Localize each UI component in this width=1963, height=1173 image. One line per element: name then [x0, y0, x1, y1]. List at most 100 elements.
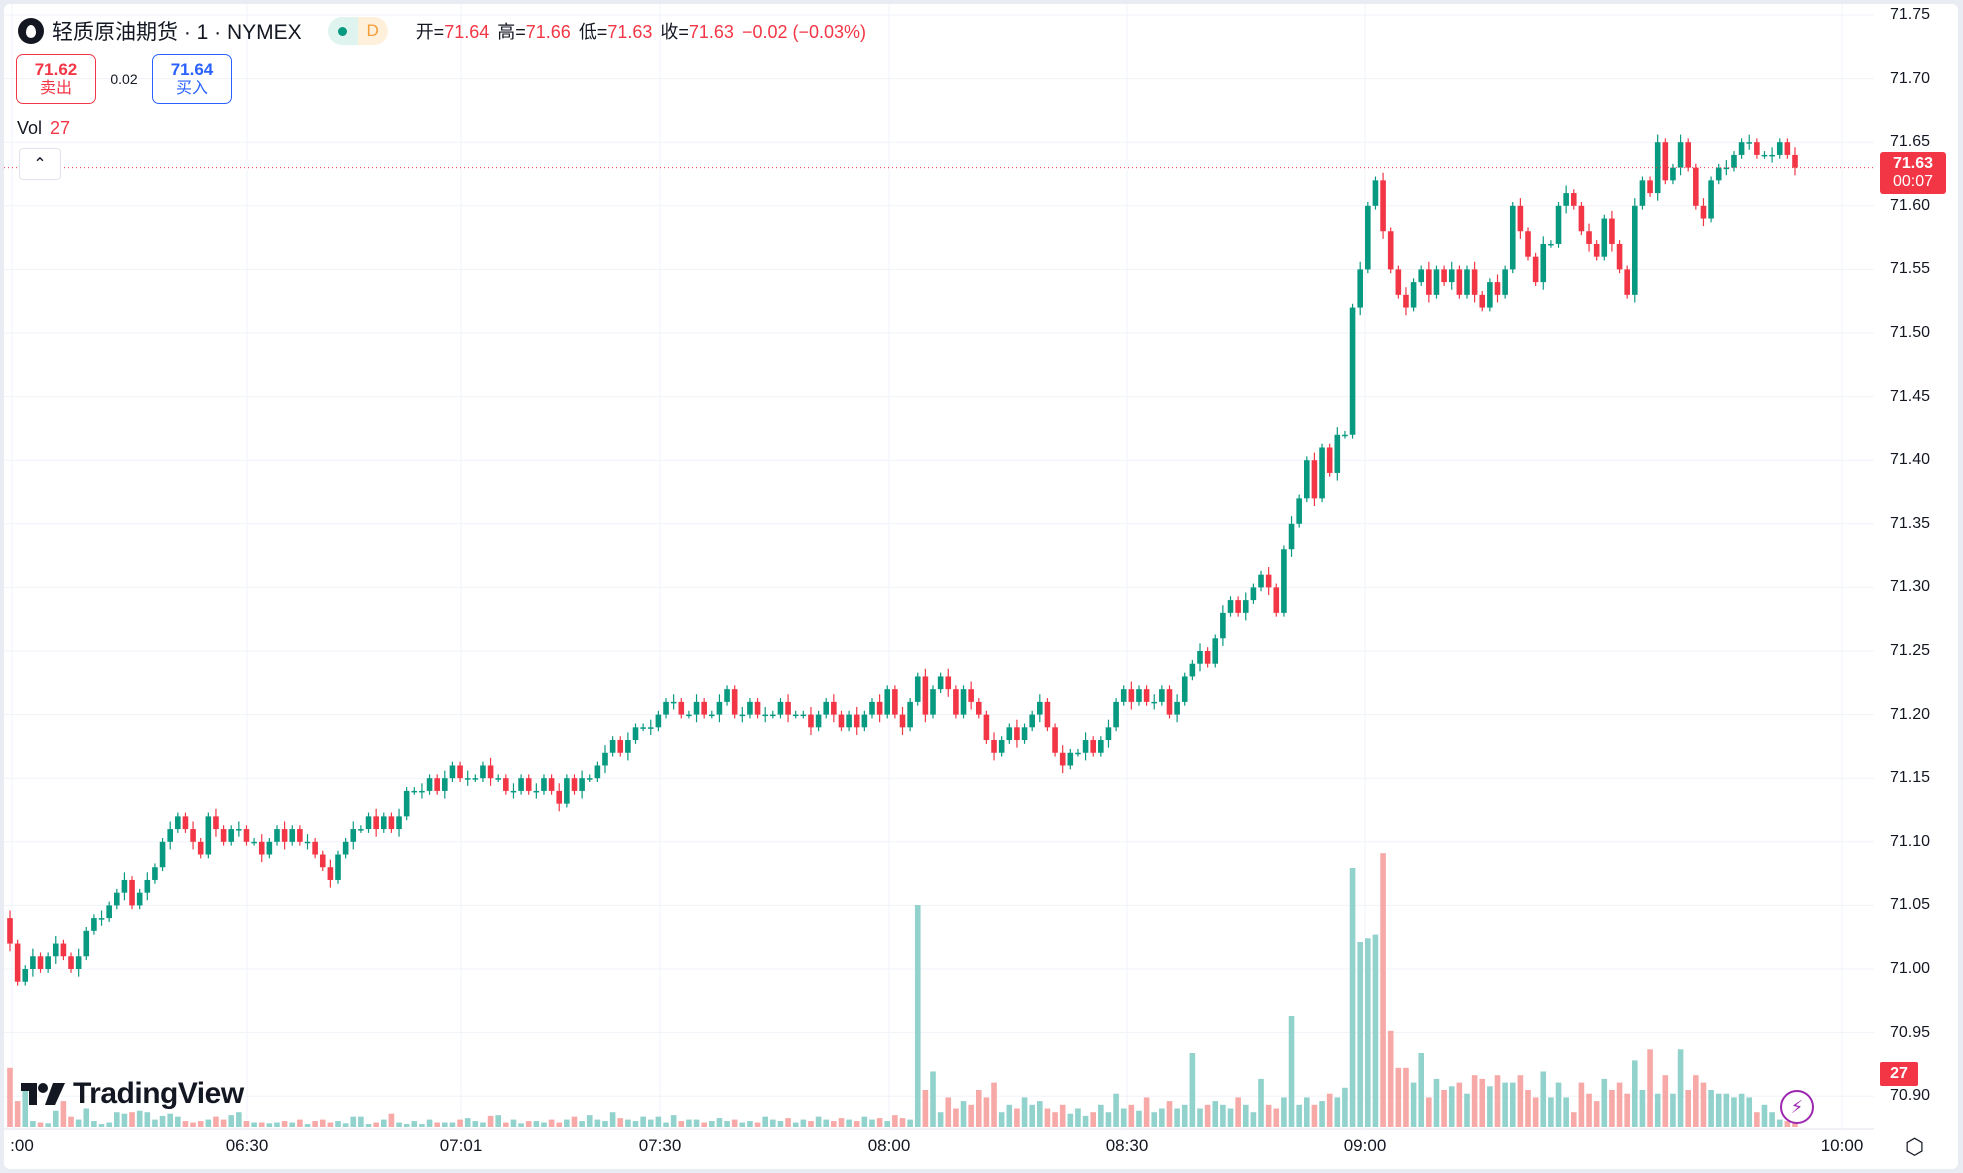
candle-body [1197, 651, 1203, 664]
symbol-title[interactable]: 轻质原油期货 · 1 · NYMEX [52, 21, 302, 44]
candle [1204, 647, 1211, 668]
volume-bar [647, 1119, 654, 1127]
candle-body [1769, 154, 1775, 157]
candle-body [1601, 218, 1608, 257]
candle [556, 783, 563, 812]
candle [1212, 634, 1219, 668]
candle-body [274, 829, 280, 842]
volume-bar [1181, 1104, 1188, 1127]
candle [167, 821, 173, 850]
volume-bar [1784, 1121, 1791, 1127]
candle [1532, 252, 1539, 286]
candle-body [1647, 180, 1653, 194]
volume-bar [449, 1122, 456, 1127]
candle-body [983, 714, 990, 741]
volume-bar [907, 1119, 913, 1127]
grid [4, 4, 1874, 1129]
volume-bar [747, 1121, 753, 1127]
candle [503, 774, 509, 795]
volume-bar [609, 1112, 616, 1127]
price-tick-label: 71.10 [1890, 832, 1931, 850]
candle [1540, 236, 1547, 290]
candle-body [571, 778, 578, 791]
candle [22, 965, 29, 986]
candle-body [396, 816, 402, 830]
volume-bar [365, 1124, 372, 1127]
tradingview-logo[interactable]: TradingView [21, 1077, 244, 1111]
time-tick-label: 08:30 [1105, 1136, 1149, 1155]
candle [98, 910, 105, 926]
volume-bar [1624, 1093, 1630, 1127]
volume-bar [823, 1119, 830, 1127]
candle [708, 710, 715, 719]
volume-bar [1441, 1090, 1447, 1127]
candle-body [1037, 701, 1043, 715]
price-chart[interactable] [4, 4, 1958, 1169]
candle [1059, 745, 1066, 774]
volume-bar [136, 1110, 143, 1127]
sell-button[interactable]: 71.62 卖出 [16, 54, 96, 104]
candle-body [1281, 549, 1287, 613]
bar-countdown: 00:07 [1892, 173, 1934, 190]
candle-body [1159, 689, 1165, 702]
candle [884, 685, 891, 719]
candle [1197, 643, 1203, 672]
volume-legend[interactable]: Vol 27 [17, 118, 70, 139]
buy-button[interactable]: 71.64 买入 [152, 54, 232, 104]
candle-body [655, 714, 662, 728]
candle [182, 812, 189, 833]
candle [930, 685, 936, 719]
candle-body [647, 727, 654, 729]
candle [716, 694, 723, 723]
lightning-icon[interactable]: ⚡︎ [1780, 1090, 1814, 1124]
candle [686, 710, 692, 719]
candle [1754, 138, 1760, 159]
candle-body [1448, 269, 1455, 283]
candle [1586, 223, 1592, 252]
candle-body [1548, 243, 1554, 246]
market-status-badge[interactable]: D [327, 17, 388, 45]
settings-hexagon-icon[interactable]: ⬡ [1905, 1134, 1925, 1159]
candle [1471, 261, 1478, 303]
candle-body [1677, 142, 1684, 168]
candle [785, 694, 791, 723]
candle-body [442, 778, 448, 791]
candle [1685, 138, 1692, 172]
volume-bar [1189, 1053, 1196, 1127]
volume-bar [175, 1116, 181, 1127]
price-tick-label: 71.35 [1890, 514, 1931, 532]
candle-body [342, 841, 349, 855]
candle-body [281, 829, 288, 842]
candle [1220, 605, 1226, 646]
candle [1715, 163, 1722, 185]
symbol-legend: 轻质原油期货 · 1 · NYMEX D 开=71.64 高=71.66 低=71.… [18, 16, 874, 46]
candle [991, 732, 997, 761]
candle [396, 808, 402, 837]
chart-container[interactable]: 轻质原油期货 · 1 · NYMEX D 开=71.64 高=71.66 低=71.… [4, 4, 1958, 1169]
candle [1052, 723, 1058, 757]
candle [380, 812, 387, 833]
volume-bar [472, 1121, 479, 1127]
candle [1632, 198, 1638, 303]
candle-body [487, 765, 494, 779]
candle [1006, 723, 1013, 744]
volume-bar [1265, 1104, 1272, 1127]
candle [1250, 583, 1257, 604]
candle [1418, 265, 1425, 286]
candle-body [564, 778, 570, 804]
candle-body [586, 778, 593, 780]
volume-bar [716, 1118, 723, 1127]
candle-body [892, 689, 898, 715]
volume-bar [1776, 1119, 1783, 1127]
candle-body [1731, 154, 1737, 168]
candle-body [1685, 142, 1692, 168]
volume-bar [1548, 1097, 1554, 1127]
collapse-legend-button[interactable]: ⌃ [19, 148, 61, 180]
candle-body [45, 956, 51, 969]
current-price-label: 71.63 00:07 [1880, 152, 1946, 194]
candle-body [1426, 269, 1432, 295]
volume-bar [914, 905, 921, 1127]
candle-body [602, 752, 608, 766]
candle [853, 706, 860, 735]
volume-bar [1105, 1112, 1112, 1127]
